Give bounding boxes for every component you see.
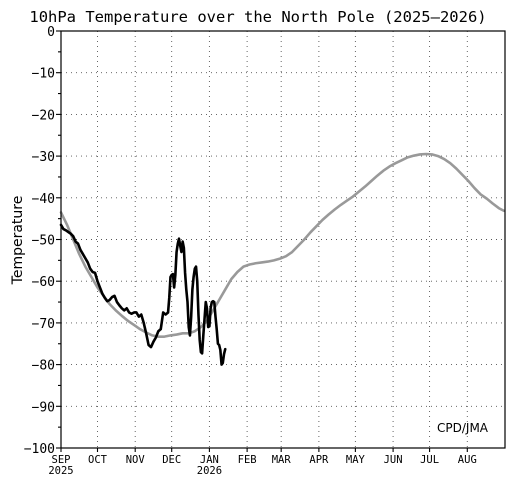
plot-frame: [60, 30, 506, 449]
y-tick-label: −60: [32, 275, 55, 290]
y-tick-label: −40: [32, 192, 55, 207]
observed-line: [59, 223, 227, 366]
y-tick-label: −70: [32, 317, 55, 332]
x-tick-label: JAN: [200, 454, 219, 466]
x-tick-label: FEB: [238, 454, 257, 466]
y-tick-label: −30: [32, 150, 55, 165]
y-tick-label: 0: [47, 25, 55, 40]
y-axis-label: Temperature: [10, 196, 26, 286]
x-tick-label: MAR: [272, 454, 292, 466]
y-tick-label: −80: [32, 359, 55, 374]
y-tick-label: −10: [32, 67, 55, 82]
series-lines: [59, 152, 506, 366]
x-tick-label: APR: [309, 454, 329, 466]
x-tick-label: DEC: [162, 454, 181, 466]
x-tick-label: OCT: [88, 454, 108, 466]
credit-label: CPD/JMA: [437, 421, 489, 435]
climatology-line: [59, 152, 506, 338]
grid-lines: [61, 31, 505, 448]
y-tick-label: −50: [32, 234, 55, 249]
x-year-label: 2025: [48, 465, 73, 477]
chart-title: 10hPa Temperature over the North Pole (2…: [29, 8, 486, 26]
x-tick-label: NOV: [126, 454, 146, 466]
y-tick-label: −20: [32, 108, 55, 123]
x-year-label: 2026: [197, 465, 222, 477]
x-tick-label: SEP: [52, 454, 71, 466]
y-tick-label: −100: [24, 442, 55, 457]
y-tick-label: −90: [32, 400, 55, 415]
x-tick-label: MAY: [346, 454, 366, 466]
x-tick-label: JUN: [384, 454, 403, 466]
x-tick-label: AUG: [458, 454, 477, 466]
x-tick-label: JUL: [420, 454, 439, 466]
